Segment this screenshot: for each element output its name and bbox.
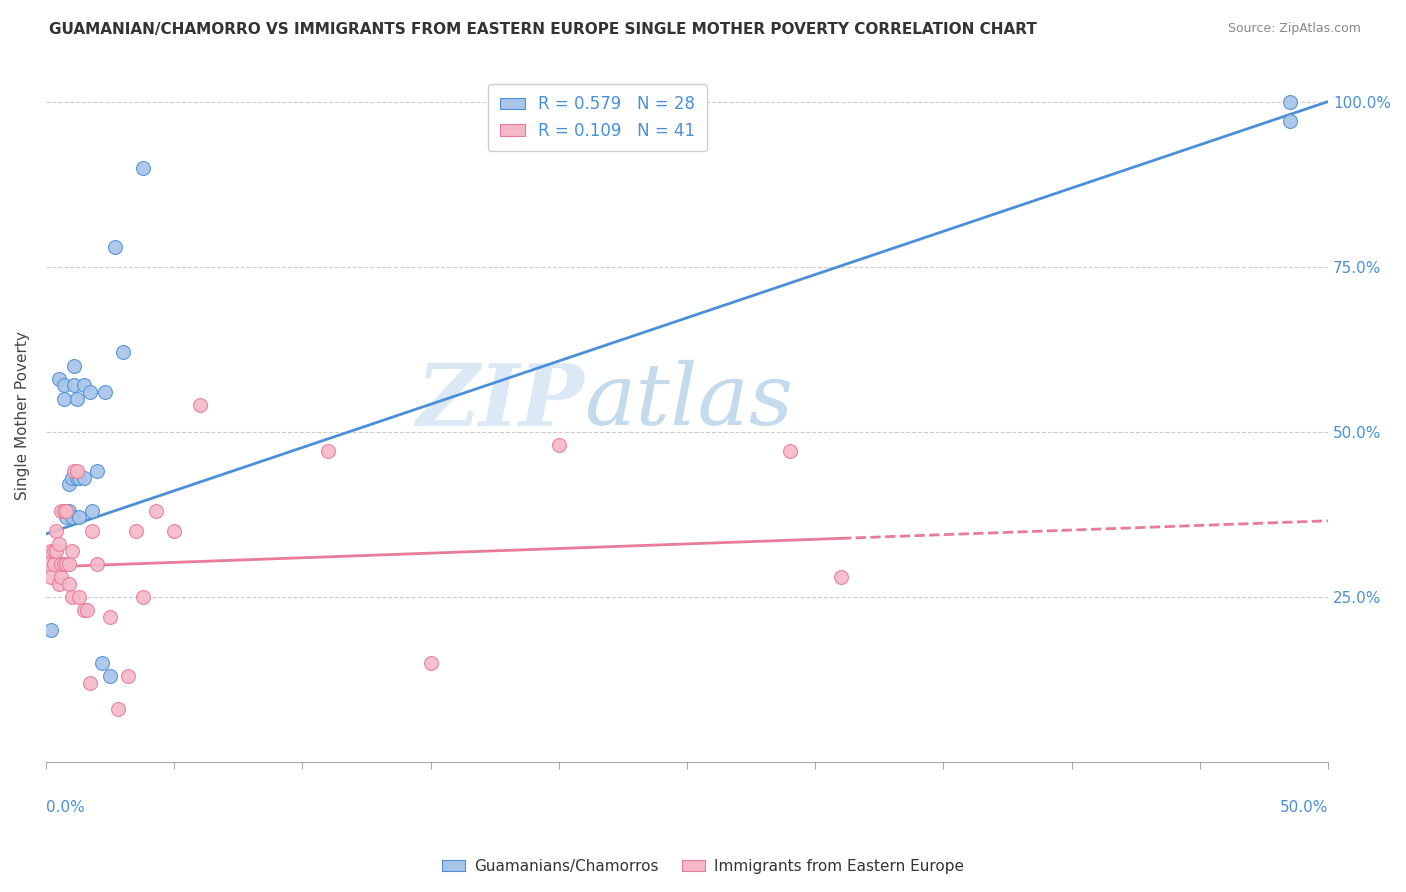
Point <box>63 359 86 373</box>
Point <box>86 464 108 478</box>
Point <box>58 557 80 571</box>
Legend: R = 0.579   N = 28, R = 0.109   N = 41: R = 0.579 N = 28, R = 0.109 N = 41 <box>488 84 707 152</box>
Text: GUAMANIAN/CHAMORRO VS IMMIGRANTS FROM EASTERN EUROPE SINGLE MOTHER POVERTY CORRE: GUAMANIAN/CHAMORRO VS IMMIGRANTS FROM EA… <box>49 22 1038 37</box>
Point <box>67 471 90 485</box>
Point <box>52 504 75 518</box>
Point <box>145 504 167 518</box>
Point <box>51 570 73 584</box>
Point <box>51 504 73 518</box>
Point <box>547 438 569 452</box>
Point <box>55 557 77 571</box>
Point <box>98 669 121 683</box>
Point <box>39 543 62 558</box>
Point <box>73 378 96 392</box>
Point <box>79 675 101 690</box>
Point <box>91 656 114 670</box>
Point <box>52 557 75 571</box>
Point <box>79 385 101 400</box>
Point <box>51 557 73 571</box>
Point <box>779 444 801 458</box>
Point <box>58 477 80 491</box>
Point <box>60 590 83 604</box>
Point <box>52 378 75 392</box>
Point <box>45 543 67 558</box>
Text: 0.0%: 0.0% <box>46 800 84 815</box>
Point <box>66 464 89 478</box>
Point <box>67 510 90 524</box>
Point <box>132 161 155 175</box>
Point <box>76 603 98 617</box>
Point <box>42 557 65 571</box>
Point <box>60 510 83 524</box>
Point <box>60 543 83 558</box>
Point <box>48 576 70 591</box>
Point <box>117 669 139 683</box>
Point <box>39 570 62 584</box>
Point <box>1278 95 1301 109</box>
Point <box>48 372 70 386</box>
Point <box>163 524 186 538</box>
Point <box>98 609 121 624</box>
Point <box>188 398 211 412</box>
Point <box>132 590 155 604</box>
Text: 50.0%: 50.0% <box>1279 800 1329 815</box>
Point <box>86 557 108 571</box>
Point <box>67 590 90 604</box>
Y-axis label: Single Mother Poverty: Single Mother Poverty <box>15 331 30 500</box>
Point <box>42 543 65 558</box>
Point <box>39 623 62 637</box>
Legend: Guamanians/Chamorros, Immigrants from Eastern Europe: Guamanians/Chamorros, Immigrants from Ea… <box>436 853 970 880</box>
Point <box>55 504 77 518</box>
Point <box>419 656 441 670</box>
Point <box>82 524 104 538</box>
Point <box>48 537 70 551</box>
Point <box>63 464 86 478</box>
Point <box>60 471 83 485</box>
Point <box>38 557 60 571</box>
Text: atlas: atlas <box>585 360 793 442</box>
Point <box>45 524 67 538</box>
Point <box>73 471 96 485</box>
Point <box>58 576 80 591</box>
Point <box>63 378 86 392</box>
Point <box>94 385 117 400</box>
Point <box>58 504 80 518</box>
Text: ZIP: ZIP <box>416 359 585 443</box>
Point <box>107 702 129 716</box>
Point <box>66 392 89 406</box>
Point <box>73 603 96 617</box>
Point <box>52 392 75 406</box>
Point <box>82 504 104 518</box>
Point <box>316 444 339 458</box>
Point <box>104 240 127 254</box>
Point <box>830 570 852 584</box>
Text: Source: ZipAtlas.com: Source: ZipAtlas.com <box>1227 22 1361 36</box>
Point <box>55 510 77 524</box>
Point <box>66 471 89 485</box>
Point <box>125 524 148 538</box>
Point <box>111 345 134 359</box>
Point <box>1278 114 1301 128</box>
